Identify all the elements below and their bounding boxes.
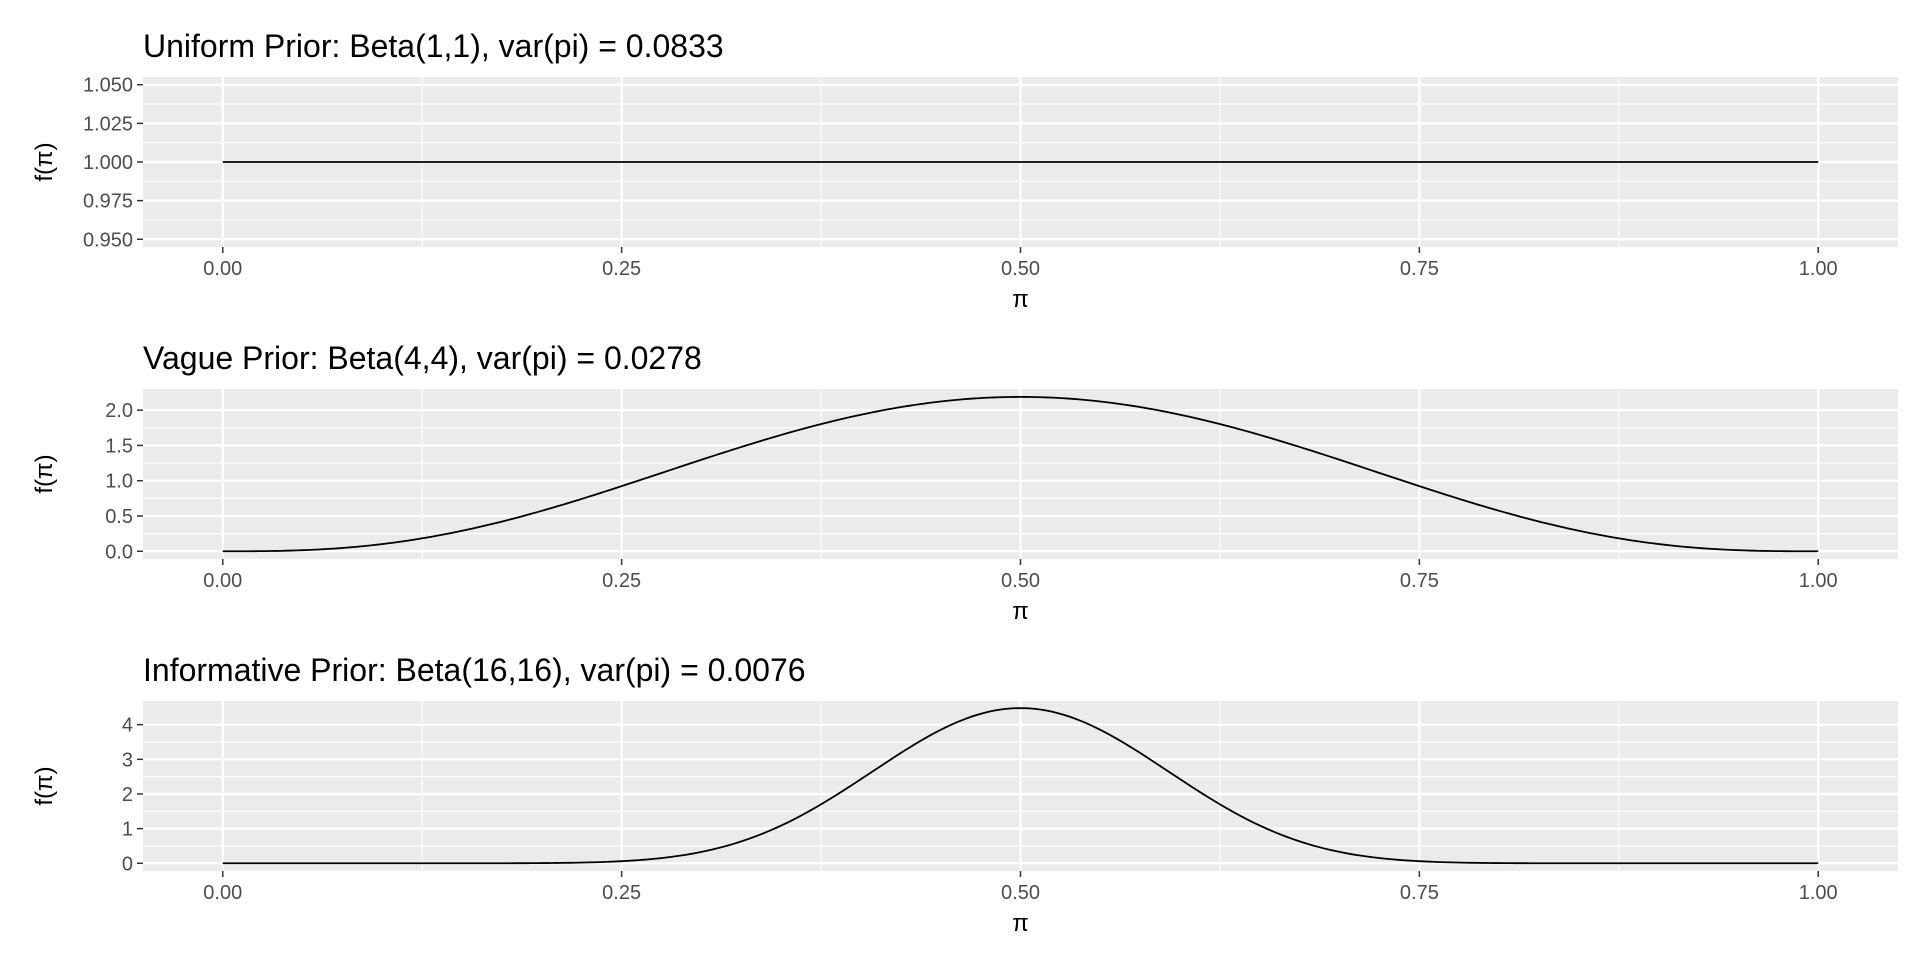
y-tick-label: 1.5: [105, 435, 133, 457]
x-tick-label: 1.00: [1799, 882, 1838, 904]
x-tick-label: 0.75: [1400, 258, 1439, 280]
x-tick-label: 0.50: [1001, 258, 1040, 280]
y-tick-label: 0: [122, 853, 133, 875]
y-tick-label: 0.5: [105, 506, 133, 528]
chart-panel-2: Vague Prior: Beta(4,4), var(pi) = 0.0278…: [31, 340, 1898, 625]
x-tick-label: 0.00: [203, 570, 242, 592]
y-tick-label: 0.950: [83, 229, 133, 251]
x-tick-label: 0.75: [1400, 882, 1439, 904]
x-tick-label: 1.00: [1799, 570, 1838, 592]
y-tick-label: 3: [122, 749, 133, 771]
x-tick-label: 0.75: [1400, 570, 1439, 592]
chart-title: Vague Prior: Beta(4,4), var(pi) = 0.0278: [143, 340, 702, 376]
x-axis-title: π: [1012, 910, 1029, 937]
x-tick-label: 0.25: [602, 882, 641, 904]
y-tick-label: 1: [122, 819, 133, 841]
y-tick-label: 2.0: [105, 400, 133, 422]
x-axis-title: π: [1012, 598, 1029, 625]
y-tick-label: 0.0: [105, 541, 133, 563]
y-axis-title: f(π): [31, 142, 58, 181]
y-axis-title: f(π): [31, 454, 58, 493]
y-tick-label: 4: [122, 715, 133, 737]
y-tick-label: 2: [122, 784, 133, 806]
y-tick-label: 1.000: [83, 152, 133, 174]
x-tick-label: 0.25: [602, 570, 641, 592]
x-tick-label: 0.00: [203, 882, 242, 904]
chart-panel-1: Uniform Prior: Beta(1,1), var(pi) = 0.08…: [31, 28, 1898, 313]
y-tick-label: 1.0: [105, 471, 133, 493]
y-tick-label: 1.050: [83, 75, 133, 97]
y-tick-label: 0.975: [83, 191, 133, 213]
chart-title: Uniform Prior: Beta(1,1), var(pi) = 0.08…: [143, 28, 724, 64]
x-axis-title: π: [1012, 286, 1029, 313]
x-tick-label: 0.50: [1001, 882, 1040, 904]
y-axis-title: f(π): [31, 766, 58, 805]
y-tick-label: 1.025: [83, 113, 133, 135]
density-line-beta-4-4: [222, 395, 1819, 553]
x-tick-label: 0.00: [203, 258, 242, 280]
x-tick-label: 1.00: [1799, 258, 1838, 280]
chart-title: Informative Prior: Beta(16,16), var(pi) …: [143, 652, 806, 688]
x-tick-label: 0.25: [602, 258, 641, 280]
chart-panel-3: Informative Prior: Beta(16,16), var(pi) …: [31, 652, 1898, 937]
density-line-beta-16-16: [222, 707, 1819, 865]
x-tick-label: 0.50: [1001, 570, 1040, 592]
